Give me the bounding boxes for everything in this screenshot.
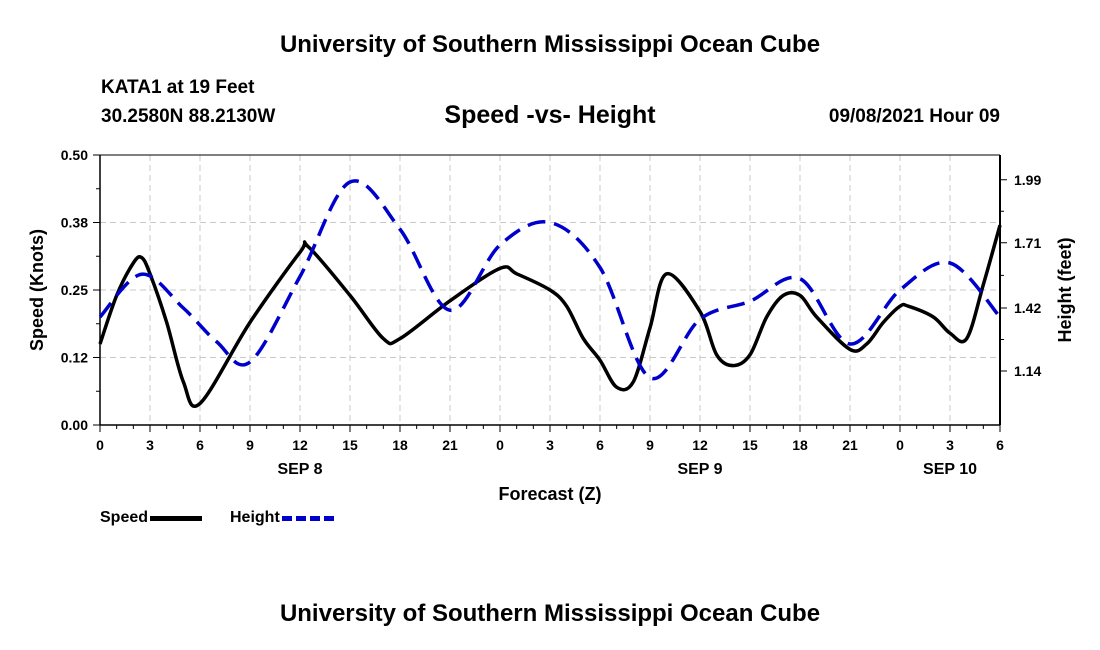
page-title: University of Southern Mississippi Ocean… [279, 31, 821, 58]
y-right-axis-title: Height (feet) [1055, 238, 1075, 343]
x-tick-label: 15 [342, 437, 358, 453]
legend-height-label: Height [230, 509, 280, 526]
x-tick-label: 0 [496, 437, 504, 453]
y-left-tick-label: 0.50 [61, 147, 88, 163]
station-name: KATA1 at 19 Feet [101, 77, 255, 98]
x-tick-label: 0 [96, 437, 104, 453]
x-tick-label: 21 [442, 437, 458, 453]
x-tick-label: 6 [996, 437, 1004, 453]
x-tick-label: 3 [946, 437, 954, 453]
x-axis-title: Forecast (Z) [498, 484, 601, 504]
legend-height: Height [230, 509, 334, 527]
x-tick-label: 0 [896, 437, 904, 453]
x-tick-label: 18 [392, 437, 408, 453]
y-right-tick-label: 1.71 [1014, 235, 1041, 251]
day-label: SEP 8 [277, 461, 322, 478]
x-tick-label: 21 [842, 437, 858, 453]
x-tick-label: 12 [692, 437, 708, 453]
y-left-tick-label: 0.38 [61, 215, 88, 231]
legend-speed-swatch [150, 515, 203, 521]
y-left-tick-label: 0.12 [61, 350, 88, 366]
x-tick-label: 9 [646, 437, 654, 453]
x-tick-label: 6 [596, 437, 604, 453]
x-tick-label: 3 [146, 437, 154, 453]
forecast-datetime: 09/08/2021 Hour 09 [828, 106, 1000, 127]
y-right-tick-label: 1.42 [1014, 300, 1041, 316]
x-tick-label: 6 [196, 437, 204, 453]
y-left-tick-label: 0.00 [61, 417, 88, 433]
x-tick-label: 3 [546, 437, 554, 453]
station-coordinates: 30.2580N 88.2130W [101, 106, 276, 127]
x-tick-label: 18 [792, 437, 808, 453]
series-line-speed [98, 224, 1002, 408]
day-label: SEP 9 [677, 461, 722, 478]
legend-speed-label: Speed [100, 509, 149, 526]
day-label: SEP 10 [923, 461, 977, 478]
x-tick-label: 9 [246, 437, 254, 453]
x-tick-label: 12 [292, 437, 308, 453]
chart-title: Speed -vs- Height [444, 101, 656, 129]
series-line-height [98, 179, 1002, 381]
x-tick-label: 15 [742, 437, 758, 453]
y-right-tick-label: 1.14 [1014, 363, 1041, 379]
y-left-axis-title: Speed (Knots) [27, 229, 47, 351]
footer-title: University of Southern Mississippi Ocean… [279, 600, 821, 627]
legend-speed: Speed [100, 509, 203, 527]
legend-height-swatch [281, 515, 334, 521]
y-right-tick-label: 1.99 [1014, 172, 1041, 188]
y-left-tick-label: 0.25 [61, 282, 88, 298]
